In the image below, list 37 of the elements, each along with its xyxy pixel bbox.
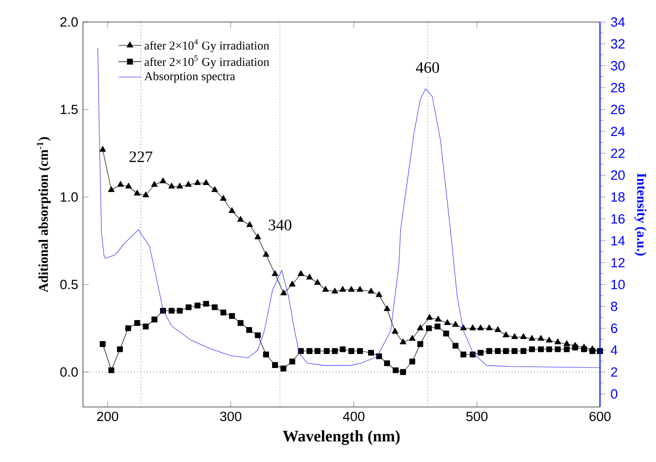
y2-axis-title: Intensity (a.u.) bbox=[634, 173, 647, 256]
y2-tick-label: 20 bbox=[611, 170, 625, 180]
annotation: 460 bbox=[416, 62, 440, 73]
y2-tick-label: 22 bbox=[611, 148, 625, 158]
y2-tick-label: 12 bbox=[611, 258, 625, 268]
legend-label: after 2×10$^{4}$ Gy irradiation bbox=[144, 39, 270, 52]
y2-tick-label: 24 bbox=[611, 126, 625, 136]
y2-tick-label: 32 bbox=[610, 39, 625, 49]
y-axis-title: Aditional absorption (cm$^{-1}$) bbox=[36, 137, 51, 292]
x-axis-title: Wavelength (nm) bbox=[282, 430, 400, 445]
x-tick-label: 200 bbox=[97, 412, 118, 422]
y2-tick-label: 18 bbox=[611, 192, 625, 202]
x-tick-label: 300 bbox=[220, 412, 242, 422]
y2-tick-label: 6 bbox=[611, 324, 618, 333]
y2-tick-label: 26 bbox=[611, 104, 625, 114]
x-tick-label: 600 bbox=[590, 412, 611, 422]
annotation: 340 bbox=[268, 220, 292, 230]
legend-label: after 2×10$^{5}$ Gy irradiation bbox=[144, 56, 270, 68]
y2-tick-label: 2 bbox=[611, 367, 618, 377]
y-tick-label: 0.5 bbox=[60, 280, 78, 290]
y2-tick-label: 30 bbox=[610, 61, 625, 70]
legend-label: Absorption spectra bbox=[144, 72, 236, 83]
y2-tick-label: 4 bbox=[610, 346, 618, 355]
y-tick-label: 2.0 bbox=[60, 17, 78, 27]
y-tick-label: 0.0 bbox=[60, 367, 78, 377]
x-tick-label: 500 bbox=[466, 412, 488, 422]
y2-tick-label: 28 bbox=[611, 82, 625, 92]
y2-tick-label: 14 bbox=[611, 236, 625, 246]
y2-tick-label: 16 bbox=[611, 214, 625, 224]
y-tick-label: 1.0 bbox=[60, 192, 78, 202]
y2-tick-label: 0 bbox=[610, 389, 618, 399]
annotation: 227 bbox=[130, 151, 152, 162]
y2-tick-label: 34 bbox=[610, 17, 625, 27]
y-tick-label: 1.5 bbox=[60, 104, 78, 114]
y2-tick-label: 10 bbox=[611, 280, 625, 290]
y2-tick-label: 8 bbox=[610, 302, 618, 312]
x-tick-label: 400 bbox=[343, 412, 364, 422]
